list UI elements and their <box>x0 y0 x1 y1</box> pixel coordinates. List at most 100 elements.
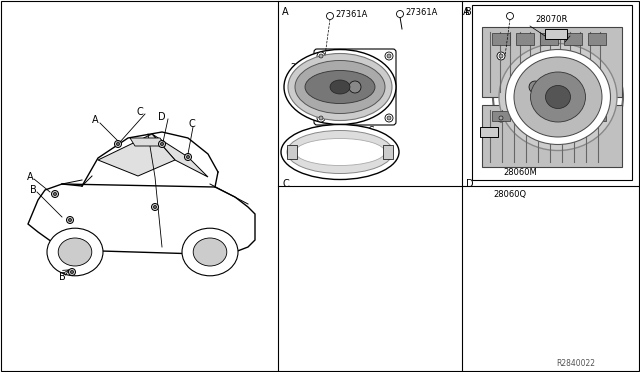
Circle shape <box>565 52 573 60</box>
Circle shape <box>186 155 189 158</box>
Ellipse shape <box>287 131 393 173</box>
Circle shape <box>497 52 505 60</box>
Circle shape <box>497 114 505 122</box>
Circle shape <box>511 63 559 111</box>
Circle shape <box>116 142 120 145</box>
Text: C: C <box>136 107 143 117</box>
Polygon shape <box>130 138 165 146</box>
Circle shape <box>159 141 166 148</box>
Circle shape <box>567 54 571 58</box>
Bar <box>540 111 558 121</box>
Text: A: A <box>463 7 469 17</box>
Ellipse shape <box>193 238 227 266</box>
Circle shape <box>397 10 403 17</box>
Ellipse shape <box>514 57 602 137</box>
Bar <box>540 33 558 45</box>
Text: B: B <box>29 185 36 195</box>
Text: D: D <box>466 179 474 189</box>
Circle shape <box>522 74 548 100</box>
Text: <NON BOSE>: <NON BOSE> <box>506 132 564 141</box>
Ellipse shape <box>330 80 350 94</box>
Bar <box>588 111 606 121</box>
Circle shape <box>51 190 58 198</box>
Text: C: C <box>283 179 290 189</box>
Ellipse shape <box>58 238 92 266</box>
Circle shape <box>565 114 573 122</box>
Circle shape <box>385 52 393 60</box>
Bar <box>480 127 498 137</box>
Circle shape <box>161 142 163 145</box>
Circle shape <box>54 192 56 196</box>
Text: 27933+C: 27933+C <box>335 125 374 135</box>
Bar <box>492 33 510 45</box>
FancyBboxPatch shape <box>314 49 396 125</box>
Circle shape <box>335 67 375 107</box>
Text: 27933: 27933 <box>522 125 548 135</box>
Bar <box>287 145 297 159</box>
Bar <box>482 105 622 167</box>
Circle shape <box>115 141 122 148</box>
Text: 27933F: 27933F <box>344 157 376 167</box>
Text: 27361A: 27361A <box>336 10 368 19</box>
Circle shape <box>387 54 391 58</box>
Circle shape <box>67 217 74 224</box>
Circle shape <box>331 63 379 111</box>
Bar <box>545 29 567 39</box>
Bar <box>472 5 632 180</box>
Text: 28060M: 28060M <box>503 167 537 176</box>
Ellipse shape <box>295 61 385 113</box>
Bar <box>492 111 510 121</box>
Circle shape <box>342 74 368 100</box>
Circle shape <box>319 54 323 58</box>
Circle shape <box>326 13 333 19</box>
Text: 28070R: 28070R <box>536 15 568 23</box>
Text: 27933+A: 27933+A <box>291 62 330 71</box>
Circle shape <box>317 114 325 122</box>
Circle shape <box>317 52 325 60</box>
Ellipse shape <box>288 54 392 121</box>
Ellipse shape <box>305 71 375 103</box>
Ellipse shape <box>545 86 570 109</box>
Text: 28060Q: 28060Q <box>493 189 527 199</box>
Bar <box>383 145 393 159</box>
Circle shape <box>385 114 393 122</box>
Ellipse shape <box>499 44 617 151</box>
Ellipse shape <box>493 38 623 156</box>
Polygon shape <box>28 184 255 254</box>
Text: R2840022: R2840022 <box>556 359 595 369</box>
Circle shape <box>387 116 391 120</box>
Text: A: A <box>282 7 288 17</box>
Circle shape <box>319 116 323 120</box>
Circle shape <box>499 54 503 58</box>
Circle shape <box>506 13 513 19</box>
Circle shape <box>567 116 571 120</box>
Polygon shape <box>98 134 175 176</box>
Bar <box>564 33 582 45</box>
Ellipse shape <box>281 125 399 180</box>
Text: 27933+B: 27933+B <box>530 19 570 29</box>
Circle shape <box>184 154 191 160</box>
Circle shape <box>154 205 157 208</box>
Circle shape <box>68 218 72 221</box>
Circle shape <box>152 203 159 211</box>
Ellipse shape <box>182 228 238 276</box>
Ellipse shape <box>295 138 385 166</box>
Circle shape <box>499 116 503 120</box>
Text: D: D <box>158 112 166 122</box>
Bar <box>482 27 622 97</box>
FancyBboxPatch shape <box>494 49 576 125</box>
Ellipse shape <box>47 228 103 276</box>
Circle shape <box>70 270 74 273</box>
Circle shape <box>515 67 555 107</box>
Polygon shape <box>152 134 208 177</box>
Text: B: B <box>465 7 472 17</box>
Text: <BOSE ONLY>: <BOSE ONLY> <box>324 132 385 141</box>
Text: 27933B: 27933B <box>570 29 602 38</box>
Text: B: B <box>59 272 65 282</box>
Bar <box>588 33 606 45</box>
Bar <box>564 111 582 121</box>
Bar <box>516 111 534 121</box>
Ellipse shape <box>506 49 611 144</box>
Circle shape <box>68 269 76 276</box>
Ellipse shape <box>531 72 586 122</box>
